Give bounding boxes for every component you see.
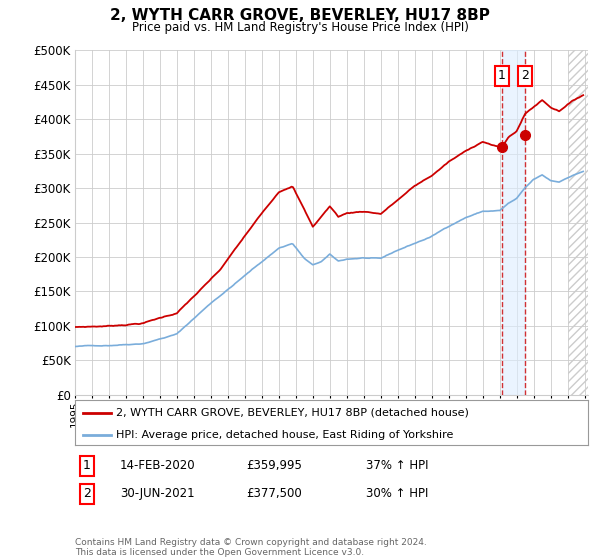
Text: £359,995: £359,995	[246, 459, 302, 473]
Text: 14-FEB-2020: 14-FEB-2020	[120, 459, 196, 473]
Text: 37% ↑ HPI: 37% ↑ HPI	[366, 459, 428, 473]
Text: Price paid vs. HM Land Registry's House Price Index (HPI): Price paid vs. HM Land Registry's House …	[131, 21, 469, 34]
Text: 30-JUN-2021: 30-JUN-2021	[120, 487, 194, 501]
Text: 2: 2	[83, 487, 91, 501]
Text: 1: 1	[498, 69, 506, 82]
Text: 30% ↑ HPI: 30% ↑ HPI	[366, 487, 428, 501]
Text: 2, WYTH CARR GROVE, BEVERLEY, HU17 8BP (detached house): 2, WYTH CARR GROVE, BEVERLEY, HU17 8BP (…	[116, 408, 469, 418]
Text: 2, WYTH CARR GROVE, BEVERLEY, HU17 8BP: 2, WYTH CARR GROVE, BEVERLEY, HU17 8BP	[110, 8, 490, 24]
Text: Contains HM Land Registry data © Crown copyright and database right 2024.
This d: Contains HM Land Registry data © Crown c…	[75, 538, 427, 557]
Text: HPI: Average price, detached house, East Riding of Yorkshire: HPI: Average price, detached house, East…	[116, 430, 454, 440]
Bar	[502, 50, 525, 395]
Text: 2: 2	[521, 69, 529, 82]
Text: £377,500: £377,500	[246, 487, 302, 501]
Text: 1: 1	[83, 459, 91, 473]
